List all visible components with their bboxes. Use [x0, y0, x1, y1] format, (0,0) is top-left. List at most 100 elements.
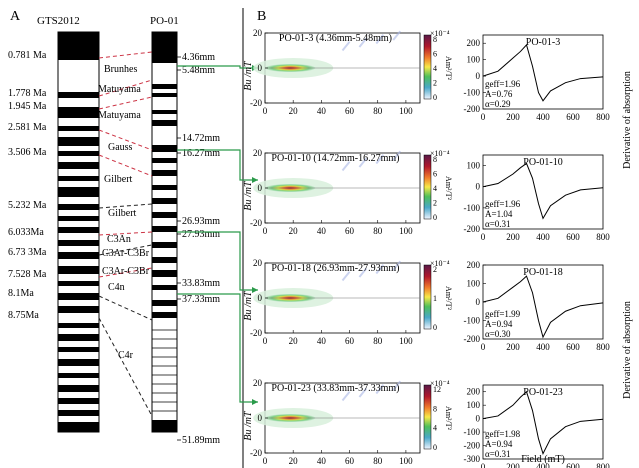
forc-ylabel: Bu /mT [243, 410, 254, 441]
colorbar [423, 384, 432, 450]
absorption-xtick: 800 [596, 342, 610, 352]
gts-normal-polarity-band [58, 398, 99, 404]
po-normal-polarity-band [152, 420, 177, 432]
forc-noise [358, 37, 368, 48]
po-normal-polarity-band [152, 32, 177, 63]
age-label: 5.232 Ma [8, 200, 47, 211]
absorption-ytick: -200 [464, 104, 481, 114]
forc-noise [341, 41, 351, 52]
chron-label: Matuyama [98, 84, 141, 95]
colorbar-tick: 2 [433, 79, 437, 88]
absorption-xtick: 600 [566, 342, 580, 352]
colorbar-tick: 1 [433, 294, 437, 303]
absorption-xtick: 800 [596, 232, 610, 242]
chron-label: Brunhes [104, 64, 137, 75]
correlation-line [98, 231, 153, 236]
absorption-ytick: 100 [467, 161, 481, 171]
colorbar [423, 154, 432, 220]
absorption-annotation: α=0.29 [485, 99, 511, 109]
po-normal-polarity-band [152, 93, 177, 97]
forc-panel: PO-01-18 (26.93mm-27.93mm)200-200 20 40 60 8… [243, 258, 453, 346]
forc-ytick: 0 [258, 63, 263, 73]
forc-xtick: 40 [317, 106, 327, 116]
absorption-annotation: α=0.31 [485, 219, 511, 229]
absorption-plot-area [482, 154, 604, 230]
forc-xtick: 20 [289, 336, 299, 346]
po-normal-polarity-band [152, 257, 177, 263]
age-label: 1.945 Ma [8, 101, 47, 112]
gts-normal-polarity-band [58, 293, 99, 300]
depth-label: 16.27mm [182, 148, 220, 159]
gts-normal-polarity-band [58, 410, 99, 416]
forc-xtick: 80 [373, 226, 383, 236]
gts-normal-polarity-band [58, 204, 99, 210]
absorption-ytick: 100 [467, 279, 481, 289]
forc-xtick: 40 [317, 456, 327, 466]
forc-noise [392, 260, 402, 271]
gts-normal-polarity-band [58, 373, 99, 378]
colorbar-unit: Am²/T² [444, 406, 453, 431]
gts-normal-polarity-band [58, 334, 99, 341]
age-label: 1.778 Ma [8, 88, 47, 99]
forc-panel: PO-01-23 (33.83mm-37.33mm)200-200 20 40 60 8… [243, 378, 453, 466]
forc-ytick: 20 [253, 148, 263, 158]
panel-label-a: A [10, 9, 21, 24]
forc-ytick: 0 [258, 183, 263, 193]
absorption-annotation: geff=1.99 [485, 309, 521, 319]
forc-xtick: 100 [399, 456, 413, 466]
arrowhead [252, 399, 258, 405]
gts-normal-polarity-band [58, 92, 99, 98]
sample-link-arrow [177, 231, 258, 291]
absorption-ylabel: Derivative of absorption [622, 301, 633, 399]
absorption-ytick: -100 [464, 316, 481, 326]
gts-normal-polarity-band [58, 347, 99, 352]
forc-noise [375, 154, 385, 165]
correlation-line [98, 244, 153, 256]
absorption-curve [482, 162, 604, 220]
absorption-ytick: 200 [467, 260, 481, 270]
absorption-plot-area [482, 384, 604, 460]
forc-noise [392, 150, 402, 161]
chron-label: Gauss [108, 142, 133, 153]
forc-panel: PO-01-10 (14.72mm-16.27mm)200-200 20 40 60 8… [243, 148, 453, 236]
gts-normal-polarity-band [58, 266, 99, 274]
po-normal-polarity-band [152, 158, 177, 163]
colorbar-tick: 4 [433, 64, 437, 73]
forc-xtick: 60 [345, 456, 355, 466]
correlation-line [98, 295, 153, 321]
forc-xtick: 100 [399, 336, 413, 346]
depth-label: 37.33mm [182, 294, 220, 305]
colorbar-tick: 0 [433, 93, 437, 102]
correlation-line [98, 96, 153, 110]
po-normal-polarity-band [152, 285, 177, 290]
colorbar-exponent: ×10⁻⁴ [430, 259, 450, 268]
colorbar-tick: 4 [433, 184, 437, 193]
chron-label: C4r [118, 350, 134, 361]
gts-normal-polarity-band [58, 281, 99, 286]
colorbar-tick: 0 [433, 323, 437, 332]
forc-panel: PO-01-3 (4.36mm-5.48mm)200-200 20 40 60 80 10… [243, 28, 453, 116]
gts-normal-polarity-band [58, 216, 99, 221]
colorbar-exponent: ×10⁻⁴ [430, 29, 450, 38]
absorption-ytick: -200 [464, 334, 481, 344]
absorption-plot-area [482, 264, 604, 340]
age-label: 2.581 Ma [8, 122, 47, 133]
correlation-line [98, 317, 153, 417]
colorbar-tick: 6 [433, 50, 437, 59]
forc-xtick: 0 [263, 226, 268, 236]
chron-label: C4n [108, 282, 125, 293]
po-normal-polarity-band [152, 145, 177, 152]
gts-normal-polarity-band [58, 107, 99, 118]
absorption-panel: PO-01-3 geff=1.96A=0.76α=0.29 200 100 0 -100 -… [464, 34, 610, 122]
forc-ytick: 20 [253, 28, 263, 38]
po-normal-polarity-band [152, 170, 177, 176]
chron-label: Matuyama [98, 110, 141, 121]
absorption-xtick: 200 [506, 232, 520, 242]
correlation-line [98, 79, 153, 97]
forc-xtick: 80 [373, 456, 383, 466]
forc-ytick: 20 [253, 378, 263, 388]
absorption-annotation: geff=1.96 [485, 79, 521, 89]
forc-noise [358, 157, 368, 168]
absorption-title: PO-01-18 [523, 267, 562, 278]
absorption-ytick: -200 [464, 224, 481, 234]
